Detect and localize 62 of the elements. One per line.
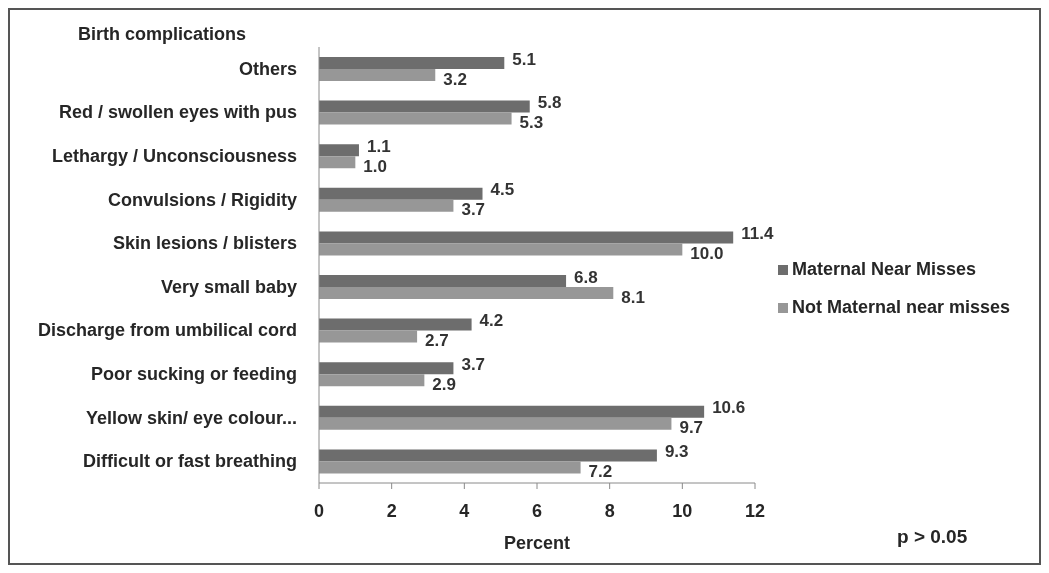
data-label: 8.1 bbox=[621, 287, 645, 307]
x-tick-label: 12 bbox=[744, 500, 766, 521]
bar bbox=[319, 275, 567, 287]
x-tick-label: 6 bbox=[531, 500, 543, 521]
bar bbox=[319, 362, 454, 375]
bar bbox=[319, 318, 472, 331]
data-label: 1.1 bbox=[366, 136, 391, 156]
bar bbox=[319, 461, 581, 474]
bar bbox=[319, 144, 359, 157]
bar bbox=[319, 199, 454, 212]
y-tick-label: Red / swollen eyes with pus bbox=[58, 102, 297, 123]
data-label: 10.0 bbox=[690, 243, 724, 263]
y-tick-label: Skin lesions / blisters bbox=[112, 233, 297, 254]
bar bbox=[319, 374, 425, 387]
data-label: 2.9 bbox=[432, 374, 457, 394]
bar bbox=[319, 69, 436, 81]
data-label: 6.8 bbox=[574, 267, 598, 287]
x-axis-title: Percent bbox=[503, 533, 571, 553]
bar bbox=[319, 449, 657, 462]
data-label: 3.7 bbox=[461, 354, 486, 374]
y-tick-label: Poor sucking or feeding bbox=[90, 364, 297, 384]
y-tick-label: Very small baby bbox=[160, 276, 297, 297]
data-label: 11.4 bbox=[741, 223, 774, 243]
bar bbox=[319, 112, 512, 125]
data-label: 4.5 bbox=[490, 180, 515, 200]
data-label: 1.0 bbox=[363, 156, 387, 176]
data-label: 5.1 bbox=[512, 49, 536, 69]
bar bbox=[319, 417, 672, 430]
data-label: 3.2 bbox=[443, 69, 467, 89]
data-label: 5.3 bbox=[519, 113, 544, 133]
data-label: 9.3 bbox=[664, 441, 689, 461]
bar bbox=[319, 156, 356, 169]
y-tick-label: Convulsions / Rigidity bbox=[107, 189, 297, 210]
data-label: 7.2 bbox=[588, 461, 613, 481]
x-tick-label: 0 bbox=[313, 500, 325, 521]
y-tick-label: Discharge from umbilical cord bbox=[37, 320, 297, 341]
data-label: 3.7 bbox=[461, 200, 486, 220]
bar bbox=[319, 243, 683, 256]
text: p > 0.05 bbox=[897, 526, 968, 548]
x-tick-label: 2 bbox=[386, 500, 397, 521]
bar bbox=[319, 405, 705, 418]
bar bbox=[319, 57, 505, 69]
bar bbox=[319, 187, 483, 200]
x-tick-label: 8 bbox=[604, 500, 615, 521]
data-label: 5.8 bbox=[537, 93, 562, 113]
data-label: 2.7 bbox=[425, 331, 449, 351]
x-tick-label: 10 bbox=[672, 500, 693, 521]
y-tick-label: Difficult or fast breathing bbox=[82, 451, 297, 472]
y-tick-label: Yellow skin/ eye colour... bbox=[85, 407, 297, 428]
data-label: 10.6 bbox=[712, 398, 746, 418]
data-label: 4.2 bbox=[479, 311, 504, 331]
bar bbox=[319, 330, 418, 343]
y-tick-label: Lethargy / Unconsciousness bbox=[51, 146, 297, 166]
bar bbox=[319, 100, 530, 113]
y-axis-title: Birth complications bbox=[78, 24, 247, 45]
y-tick-label: Others bbox=[238, 58, 297, 79]
legend-label: Maternal Near Misses bbox=[792, 259, 977, 279]
data-label: 9.7 bbox=[679, 418, 704, 438]
legend-label: Not Maternal near misses bbox=[792, 297, 1011, 317]
x-tick-label: 4 bbox=[459, 500, 470, 521]
bar bbox=[319, 231, 734, 244]
bar bbox=[319, 287, 614, 299]
